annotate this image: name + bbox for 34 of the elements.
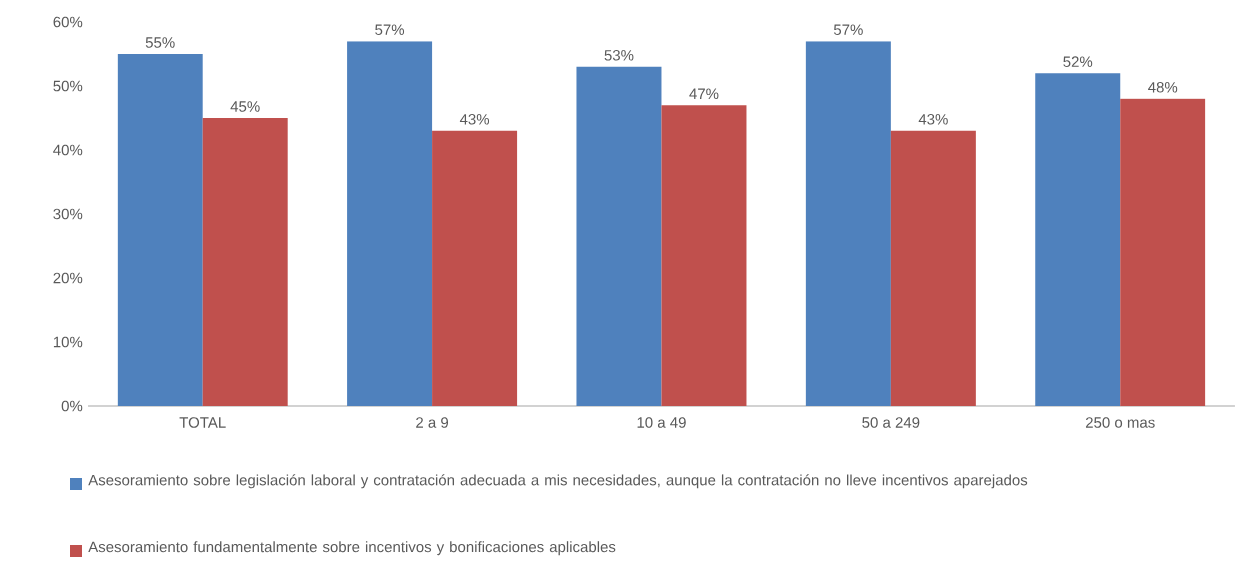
y-tick-label: 40% bbox=[53, 144, 83, 156]
bar bbox=[117, 54, 203, 406]
data-label: 47% bbox=[689, 88, 719, 99]
bar bbox=[432, 130, 518, 406]
data-label: 55% bbox=[145, 37, 175, 48]
x-tick-label: 250 o mas bbox=[1085, 417, 1155, 428]
legend-label: Asesoramiento fundamentalmente sobre incentivos y bonificaciones aplicables bbox=[88, 541, 616, 556]
bar bbox=[1035, 73, 1121, 406]
legend-label: Asesoramiento sobre legislación laboral y contratación adecuada a mis necesidades, aunque la contratación no lleve incentivos aparejados bbox=[88, 474, 1028, 489]
bar bbox=[1120, 98, 1206, 406]
bar bbox=[347, 41, 433, 406]
x-tick-label: 10 a 49 bbox=[637, 417, 686, 428]
y-tick-label: 0% bbox=[61, 400, 83, 412]
data-label: 53% bbox=[604, 49, 634, 61]
y-tick-label: 10% bbox=[53, 336, 83, 348]
y-tick-label: 50% bbox=[53, 80, 83, 92]
bar bbox=[576, 66, 662, 406]
x-tick-label: 50 a 249 bbox=[862, 417, 920, 428]
data-label: 43% bbox=[918, 113, 948, 125]
data-label: 57% bbox=[833, 24, 863, 35]
x-tick-label: 2 a 9 bbox=[416, 417, 449, 428]
data-label: 43% bbox=[459, 113, 490, 125]
x-tick-label: TOTAL bbox=[179, 417, 226, 428]
bar bbox=[661, 105, 747, 406]
y-tick-label: 20% bbox=[53, 272, 83, 284]
data-label: 57% bbox=[375, 24, 405, 35]
data-label: 45% bbox=[230, 101, 260, 112]
y-tick-label: 30% bbox=[53, 208, 83, 220]
y-tick-label: 60% bbox=[53, 16, 83, 28]
bar bbox=[805, 41, 891, 406]
bar bbox=[890, 130, 976, 406]
bar bbox=[202, 118, 288, 406]
data-label: 48% bbox=[1148, 81, 1178, 93]
data-label: 52% bbox=[1063, 56, 1093, 67]
